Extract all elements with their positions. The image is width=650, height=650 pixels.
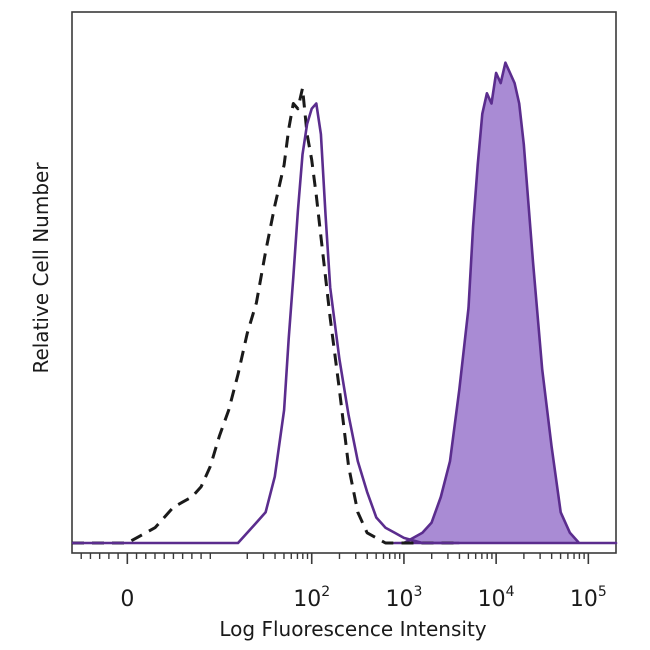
x-tick-label: 102 xyxy=(293,584,330,612)
x-tick-label: 0 xyxy=(120,587,134,612)
x-tick-label: 104 xyxy=(478,584,515,612)
series-unstained xyxy=(72,102,460,545)
x-axis: 0 102 103 104 105 xyxy=(80,553,607,612)
series-layer xyxy=(72,61,618,545)
x-axis-label: Log Fluorescence Intensity xyxy=(219,617,486,641)
x-tick-label: 105 xyxy=(570,584,607,612)
series-stained xyxy=(393,61,618,545)
series-isotype-control xyxy=(72,86,460,545)
y-axis-label: Relative Cell Number xyxy=(29,162,53,374)
x-tick-label: 103 xyxy=(385,584,422,612)
